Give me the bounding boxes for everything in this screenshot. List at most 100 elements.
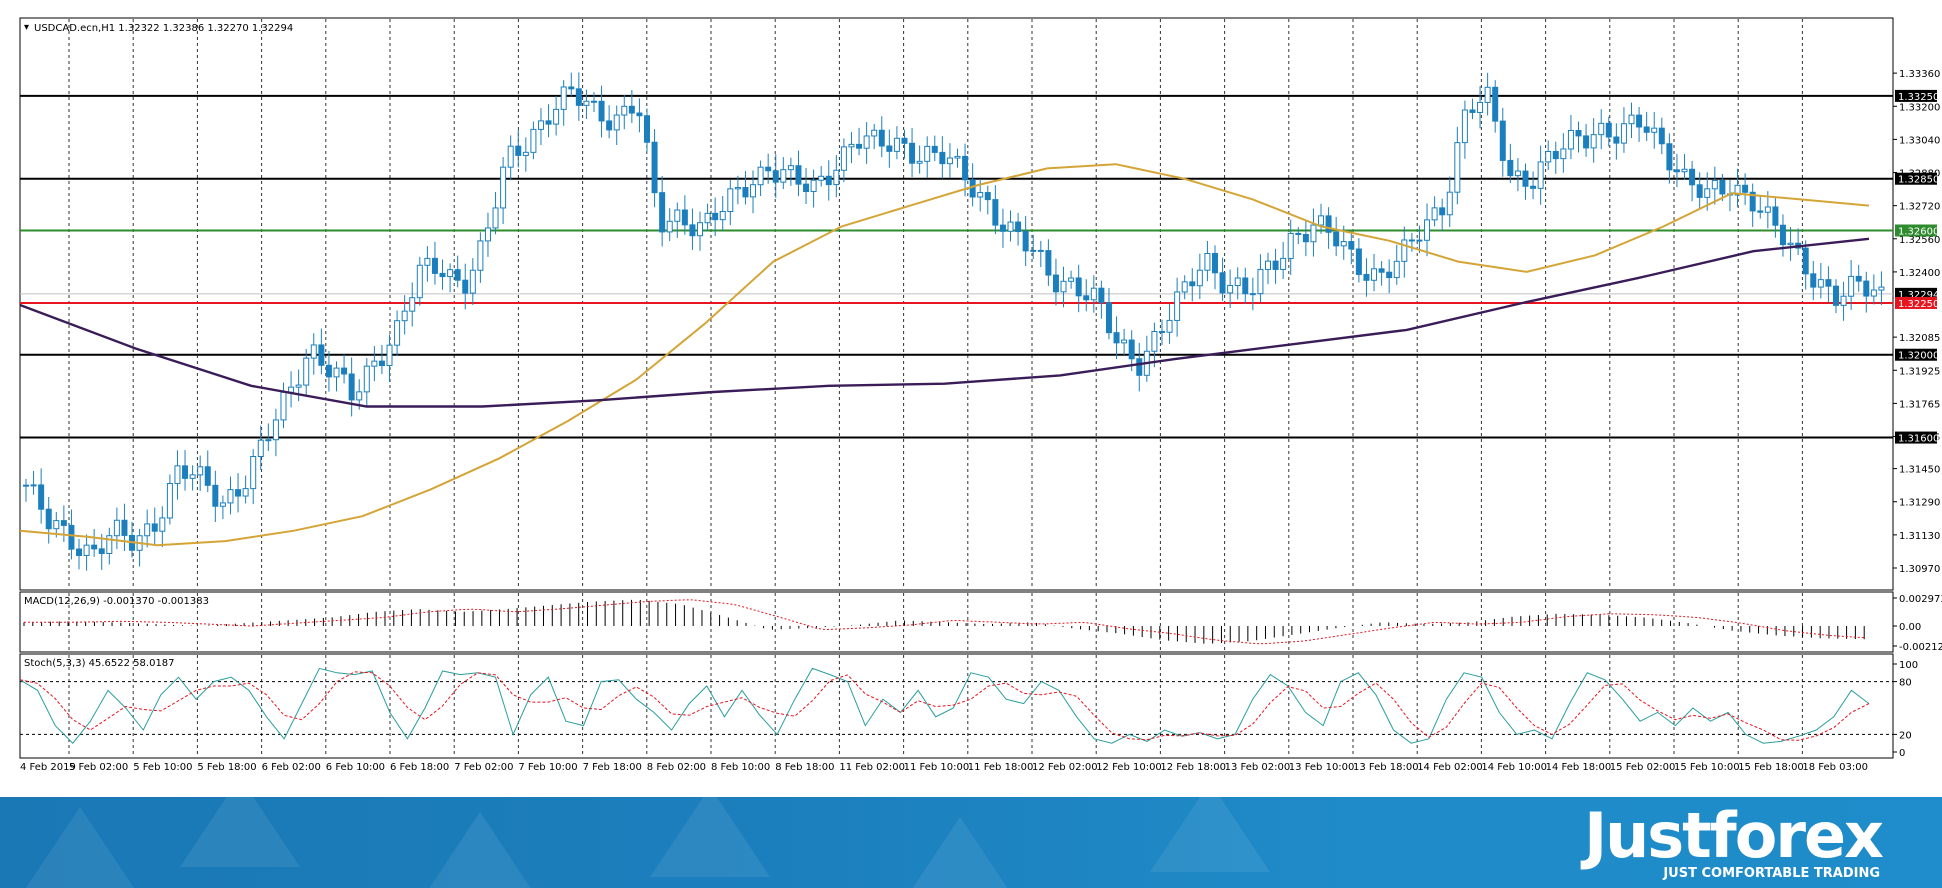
- decor-shape: [180, 797, 300, 867]
- chart-canvas[interactable]: 1.333601.332001.330401.328801.327201.325…: [0, 0, 1942, 797]
- candle-body: [1408, 239, 1415, 242]
- candle-body: [984, 192, 991, 201]
- candle-body: [424, 257, 431, 266]
- candle-body: [1636, 114, 1643, 128]
- candle-body: [886, 145, 893, 152]
- candle-body: [537, 120, 544, 130]
- candle-body: [469, 269, 476, 294]
- candle-body: [924, 145, 931, 162]
- candle-body: [962, 155, 969, 181]
- price-pane-title: USDCAD.ecn,H1 1.32322 1.32386 1.32270 1.…: [34, 23, 293, 34]
- candle-body: [1643, 126, 1650, 133]
- candle-body: [1333, 231, 1340, 247]
- candle-body: [1431, 207, 1438, 221]
- level-tag-label: 1.32850: [1898, 175, 1939, 186]
- stoch-pane-frame[interactable]: [19, 653, 1894, 759]
- candle-body: [1424, 219, 1431, 241]
- candle-body: [840, 146, 847, 171]
- candle-body: [1105, 302, 1112, 334]
- candle-body: [53, 520, 60, 530]
- candle-body: [303, 357, 310, 386]
- candle-body: [1530, 185, 1537, 189]
- candle-body: [1007, 221, 1014, 232]
- candle-body: [1878, 286, 1885, 291]
- candle-body: [1211, 252, 1218, 274]
- price-tick-label: 1.33040: [1899, 135, 1940, 146]
- time-tick-label: 8 Feb 18:00: [775, 762, 834, 773]
- candle-body: [1620, 123, 1627, 144]
- candle-body: [992, 199, 999, 226]
- candle-body: [106, 535, 113, 555]
- candle-body: [1045, 250, 1052, 276]
- candle-body: [1272, 260, 1279, 270]
- macd-tick-label: 0.002973: [1899, 594, 1942, 605]
- candle-body: [1310, 224, 1317, 243]
- candle-body: [447, 269, 454, 278]
- candle-body: [1371, 268, 1378, 281]
- candle-body: [1166, 319, 1173, 333]
- candle-body: [1499, 120, 1506, 161]
- candle-body: [454, 269, 461, 281]
- candle-body: [1128, 339, 1135, 360]
- time-tick-label: 13 Feb 18:00: [1353, 762, 1419, 773]
- candle-body: [363, 365, 370, 393]
- candle-body: [1416, 239, 1423, 242]
- decor-shape: [900, 817, 1020, 888]
- candle-body: [1015, 221, 1022, 233]
- candle-body: [659, 192, 666, 233]
- candle-body: [431, 257, 438, 274]
- level-tag-label: 1.32000: [1898, 351, 1939, 362]
- candle-body: [765, 166, 772, 172]
- decor-shape: [650, 797, 770, 877]
- candle-body: [1378, 268, 1385, 273]
- decor-shape: [20, 807, 140, 888]
- candle-body: [969, 179, 976, 198]
- candle-body: [674, 209, 681, 222]
- time-tick-label: 7 Feb 10:00: [518, 762, 577, 773]
- pane-collapse-icon[interactable]: ▾: [24, 22, 29, 33]
- time-tick-label: 14 Feb 10:00: [1481, 762, 1547, 773]
- time-tick-label: 12 Feb 18:00: [1160, 762, 1226, 773]
- candle-body: [1280, 257, 1287, 270]
- candle-body: [1287, 232, 1294, 259]
- candle-body: [1787, 242, 1794, 246]
- candle-body: [265, 439, 272, 442]
- candle-body: [719, 211, 726, 221]
- candle-body: [856, 143, 863, 149]
- candle-body: [1658, 127, 1665, 145]
- stoch-tick-label: 100: [1899, 660, 1918, 671]
- candle-body: [568, 86, 575, 90]
- candle-body: [1295, 232, 1302, 235]
- candle-body: [1832, 285, 1839, 306]
- candle-body: [1257, 268, 1264, 295]
- time-tick-label: 8 Feb 10:00: [711, 762, 770, 773]
- price-pane-frame[interactable]: [19, 17, 1894, 591]
- candle-body: [1136, 358, 1143, 376]
- candle-body: [515, 145, 522, 156]
- candle-body: [401, 310, 408, 322]
- time-tick-label: 5 Feb 02:00: [69, 762, 128, 773]
- level-tag-box: [1895, 348, 1937, 361]
- candle-body: [159, 517, 166, 532]
- justforex-logo[interactable]: Justforex: [1584, 799, 1884, 872]
- candle-body: [780, 169, 787, 183]
- candle-body: [704, 212, 711, 224]
- candle-body: [1507, 159, 1514, 177]
- macd-pane-frame[interactable]: [19, 591, 1894, 653]
- candle-body: [325, 364, 332, 378]
- candle-body: [1598, 122, 1605, 136]
- candle-body: [1802, 247, 1809, 275]
- candle-body: [507, 145, 514, 168]
- candle-body: [1189, 281, 1196, 287]
- candle-body: [628, 105, 635, 114]
- candle-body: [1863, 280, 1870, 297]
- price-tick-label: 1.32085: [1899, 333, 1940, 344]
- candle-body: [500, 166, 507, 209]
- candle-body: [30, 484, 37, 487]
- price-tick-label: 1.32400: [1899, 268, 1940, 279]
- candle-body: [242, 488, 249, 497]
- candle-body: [848, 143, 855, 148]
- candle-body: [310, 344, 317, 359]
- candle-body: [386, 344, 393, 367]
- candle-body: [757, 166, 764, 186]
